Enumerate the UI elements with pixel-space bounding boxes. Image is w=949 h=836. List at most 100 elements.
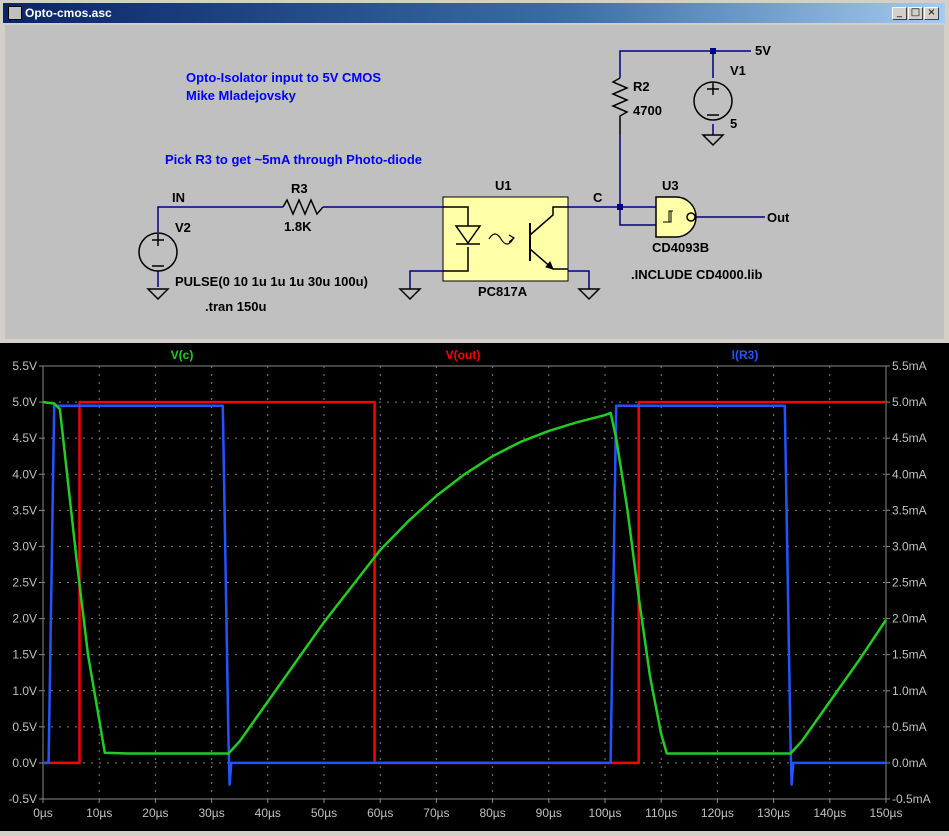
y-right-tick-label: 1.0mA — [892, 684, 927, 698]
grid — [43, 366, 886, 799]
x-tick-label: 30µs — [198, 806, 224, 820]
maximize-button[interactable]: □ — [908, 7, 923, 20]
u3-name: U3 — [662, 178, 679, 193]
include-directive: .INCLUDE CD4000.lib — [631, 267, 763, 282]
y-right-tick-label: 4.0mA — [892, 467, 927, 481]
v1-value: 5 — [730, 116, 737, 131]
y-right-tick-label: 5.0mA — [892, 395, 927, 409]
r3-name: R3 — [291, 181, 308, 196]
y-right-tick-label: 2.0mA — [892, 612, 927, 626]
net-label-out: Out — [767, 210, 790, 225]
x-tick-label: 110µs — [645, 806, 677, 820]
net-label-in: IN — [172, 190, 185, 205]
y-right-tick-label: 0.5mA — [892, 720, 927, 734]
y-right-tick-label: 1.5mA — [892, 648, 927, 662]
y-left-tick-label: 5.0V — [12, 395, 37, 409]
schematic-canvas[interactable]: Opto-Isolator input to 5V CMOS Mike Mlad… — [5, 25, 944, 339]
u1-name: U1 — [495, 178, 512, 193]
y-left-tick-label: 1.5V — [12, 648, 37, 662]
series-line-v-out[interactable] — [43, 400, 886, 765]
net-label-c: C — [593, 190, 603, 205]
x-tick-label: 0µs — [33, 806, 53, 820]
x-tick-label: 100µs — [589, 806, 622, 820]
y-left-tick-label: 5.5V — [12, 359, 37, 373]
r2-resistor[interactable] — [611, 77, 629, 135]
x-tick-label: 60µs — [367, 806, 393, 820]
v2-value: PULSE(0 10 1u 1u 1u 30u 100u) — [175, 274, 368, 289]
y-right-tick-label: 0.0mA — [892, 756, 927, 770]
comment-hint: Pick R3 to get ~5mA through Photo-diode — [165, 152, 422, 167]
u3-model: CD4093B — [652, 240, 709, 255]
legend-v-out[interactable]: V(out) — [446, 348, 481, 362]
tran-directive: .tran 150u — [205, 299, 266, 314]
comment-author: Mike Mladejovsky — [186, 88, 297, 103]
minimize-button[interactable]: _ — [892, 7, 907, 20]
schematic-window: Opto-cmos.asc _ □ × — [0, 0, 949, 343]
x-tick-label: 130µs — [757, 806, 790, 820]
y-left-tick-label: 2.0V — [12, 612, 37, 626]
r3-value: 1.8K — [284, 219, 312, 234]
wire-u1-gnd1 — [409, 270, 443, 289]
y-right-tick-label: 2.5mA — [892, 576, 927, 590]
x-tick-label: 150µs — [870, 806, 903, 820]
v2-name: V2 — [175, 220, 191, 235]
y-right-tick-label: 5.5mA — [892, 359, 927, 373]
v1-name: V1 — [730, 63, 746, 78]
net-label-5v: 5V — [755, 43, 771, 58]
ground-v2-icon — [146, 288, 170, 301]
x-tick-label: 120µs — [701, 806, 734, 820]
junction-c — [617, 204, 623, 210]
plot-frame — [42, 365, 887, 800]
waveform-plot[interactable]: 0µs 10µs 20µs 30µs 40µs 50µs 60µs 70µs 80µs 90µs 1… — [0, 343, 949, 831]
series-layer — [42, 400, 888, 786]
r3-resistor[interactable] — [282, 198, 324, 216]
series-line-i-r3[interactable] — [43, 404, 886, 786]
x-tick-label: 80µs — [479, 806, 505, 820]
legend-v-c[interactable]: V(c) — [171, 348, 194, 362]
legend: V(c) V(out) I(R3) — [171, 348, 759, 362]
tick-labels: 0µs 10µs 20µs 30µs 40µs 50µs 60µs 70µs 80µs 90µs 1… — [8, 359, 930, 820]
r2-value: 4700 — [633, 103, 662, 118]
y-right-tick-label: 3.0mA — [892, 539, 927, 553]
ground-v1-icon — [701, 134, 725, 147]
wire-u3-in2 — [619, 207, 656, 226]
u1-model: PC817A — [478, 284, 528, 299]
schematic-icon — [8, 6, 22, 20]
y-right-tick-label: 4.5mA — [892, 431, 927, 445]
y-left-tick-label: 2.5V — [12, 576, 37, 590]
r2-name: R2 — [633, 79, 650, 94]
v2-source[interactable] — [138, 232, 178, 272]
close-button[interactable]: × — [924, 7, 939, 20]
x-tick-label: 50µs — [311, 806, 337, 820]
y-right-tick-label: 3.5mA — [892, 503, 927, 517]
waveform-viewer[interactable]: 0µs 10µs 20µs 30µs 40µs 50µs 60µs 70µs 80µs 90µs 1… — [0, 343, 949, 831]
y-right-tick-label: -0.5mA — [892, 792, 931, 806]
series-line-v-c[interactable] — [42, 400, 888, 755]
y-left-tick-label: 3.5V — [12, 503, 37, 517]
x-tick-label: 140µs — [813, 806, 846, 820]
legend-i-r3[interactable]: I(R3) — [732, 348, 759, 362]
u1-optoisolator[interactable] — [442, 196, 569, 282]
u3-schmitt-nand[interactable] — [655, 196, 697, 238]
x-tick-label: 10µs — [86, 806, 112, 820]
y-left-tick-label: 1.0V — [12, 684, 37, 698]
wire-u1-gnd2 — [568, 270, 590, 289]
y-left-tick-label: 0.0V — [12, 756, 37, 770]
y-left-tick-label: -0.5V — [8, 792, 37, 806]
wire-r2-top — [619, 50, 713, 78]
comment-title: Opto-Isolator input to 5V CMOS — [186, 70, 381, 85]
x-tick-label: 20µs — [142, 806, 168, 820]
v1-source[interactable] — [693, 81, 733, 121]
wire-in — [157, 206, 283, 232]
ground-u1a-icon — [398, 288, 422, 301]
junction-5v — [710, 48, 716, 54]
y-left-tick-label: 0.5V — [12, 720, 37, 734]
title-bar[interactable]: Opto-cmos.asc _ □ × — [3, 3, 945, 23]
x-tick-label: 90µs — [536, 806, 562, 820]
x-tick-label: 70µs — [423, 806, 449, 820]
y-left-tick-label: 4.5V — [12, 431, 37, 445]
window-title: Opto-cmos.asc — [25, 6, 112, 20]
x-tick-label: 40µs — [255, 806, 281, 820]
y-left-tick-label: 4.0V — [12, 467, 37, 481]
